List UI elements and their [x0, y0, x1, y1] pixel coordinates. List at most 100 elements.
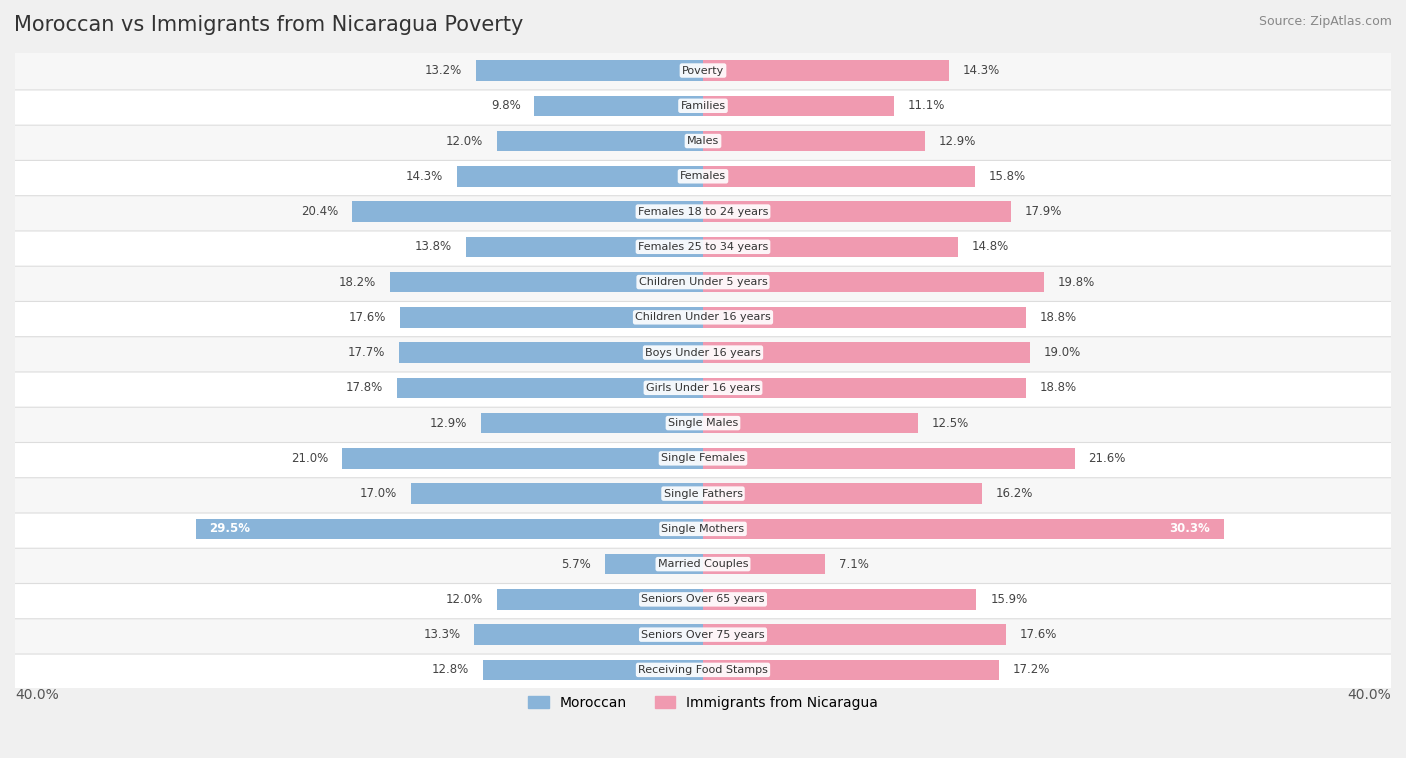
Bar [465, 236, 703, 257]
Bar [342, 448, 703, 468]
Text: 16.2%: 16.2% [995, 487, 1033, 500]
Bar [703, 625, 1005, 645]
Text: Single Females: Single Females [661, 453, 745, 463]
Bar [496, 589, 703, 609]
Text: 15.9%: 15.9% [990, 593, 1028, 606]
Bar [703, 518, 1225, 539]
Text: 19.8%: 19.8% [1057, 276, 1094, 289]
Text: Children Under 16 years: Children Under 16 years [636, 312, 770, 322]
Text: 29.5%: 29.5% [209, 522, 250, 535]
Bar [481, 413, 703, 434]
Text: 15.8%: 15.8% [988, 170, 1025, 183]
Text: Females: Females [681, 171, 725, 181]
Text: Source: ZipAtlas.com: Source: ZipAtlas.com [1258, 15, 1392, 28]
Bar [496, 131, 703, 152]
Text: Single Males: Single Males [668, 418, 738, 428]
Bar [703, 307, 1026, 327]
Bar [703, 166, 974, 186]
Bar [703, 61, 949, 81]
Text: 13.2%: 13.2% [425, 64, 463, 77]
Text: 12.0%: 12.0% [446, 134, 482, 148]
Bar [703, 236, 957, 257]
Bar [703, 377, 1026, 398]
Text: 12.9%: 12.9% [939, 134, 976, 148]
Text: 14.8%: 14.8% [972, 240, 1008, 253]
Text: Families: Families [681, 101, 725, 111]
Bar [703, 413, 918, 434]
Bar [605, 554, 703, 575]
FancyBboxPatch shape [0, 475, 1406, 513]
Text: Females 25 to 34 years: Females 25 to 34 years [638, 242, 768, 252]
Text: 12.5%: 12.5% [932, 417, 969, 430]
Text: 40.0%: 40.0% [1347, 688, 1391, 701]
Text: 18.8%: 18.8% [1040, 381, 1077, 394]
FancyBboxPatch shape [0, 157, 1406, 196]
FancyBboxPatch shape [0, 404, 1406, 443]
Text: 9.8%: 9.8% [491, 99, 520, 112]
Text: 14.3%: 14.3% [406, 170, 443, 183]
FancyBboxPatch shape [0, 334, 1406, 372]
FancyBboxPatch shape [0, 51, 1406, 90]
Text: Females 18 to 24 years: Females 18 to 24 years [638, 207, 768, 217]
Text: 11.1%: 11.1% [908, 99, 945, 112]
Text: 17.2%: 17.2% [1012, 663, 1050, 676]
Bar [703, 659, 998, 680]
Bar [703, 131, 925, 152]
Text: Boys Under 16 years: Boys Under 16 years [645, 348, 761, 358]
Text: 18.8%: 18.8% [1040, 311, 1077, 324]
Text: 17.7%: 17.7% [347, 346, 385, 359]
Bar [352, 202, 703, 222]
Text: 40.0%: 40.0% [15, 688, 59, 701]
FancyBboxPatch shape [0, 298, 1406, 337]
Legend: Moroccan, Immigrants from Nicaragua: Moroccan, Immigrants from Nicaragua [522, 691, 884, 716]
Text: 17.8%: 17.8% [346, 381, 382, 394]
FancyBboxPatch shape [0, 545, 1406, 584]
Bar [703, 589, 977, 609]
Bar [703, 272, 1043, 293]
Text: Seniors Over 75 years: Seniors Over 75 years [641, 630, 765, 640]
Text: 14.3%: 14.3% [963, 64, 1000, 77]
Text: 18.2%: 18.2% [339, 276, 377, 289]
Text: 17.6%: 17.6% [349, 311, 387, 324]
Bar [703, 343, 1029, 363]
FancyBboxPatch shape [0, 193, 1406, 231]
Text: 7.1%: 7.1% [839, 558, 869, 571]
FancyBboxPatch shape [0, 615, 1406, 654]
Text: 20.4%: 20.4% [301, 205, 339, 218]
Bar [389, 272, 703, 293]
Text: Married Couples: Married Couples [658, 559, 748, 569]
Text: Receiving Food Stamps: Receiving Food Stamps [638, 665, 768, 675]
Text: Single Mothers: Single Mothers [661, 524, 745, 534]
FancyBboxPatch shape [0, 509, 1406, 548]
Bar [703, 202, 1011, 222]
Bar [534, 96, 703, 116]
Text: 17.6%: 17.6% [1019, 628, 1057, 641]
Text: Single Fathers: Single Fathers [664, 489, 742, 499]
Bar [396, 377, 703, 398]
Text: 13.3%: 13.3% [423, 628, 461, 641]
Text: 30.3%: 30.3% [1170, 522, 1211, 535]
Text: 21.6%: 21.6% [1088, 452, 1126, 465]
Text: Seniors Over 65 years: Seniors Over 65 years [641, 594, 765, 604]
FancyBboxPatch shape [0, 227, 1406, 266]
Text: Males: Males [688, 136, 718, 146]
Text: 12.0%: 12.0% [446, 593, 482, 606]
FancyBboxPatch shape [0, 121, 1406, 161]
FancyBboxPatch shape [0, 650, 1406, 689]
Text: 12.8%: 12.8% [432, 663, 470, 676]
Bar [703, 96, 894, 116]
FancyBboxPatch shape [0, 580, 1406, 619]
Text: 13.8%: 13.8% [415, 240, 451, 253]
Bar [482, 659, 703, 680]
Text: 17.0%: 17.0% [360, 487, 396, 500]
Bar [474, 625, 703, 645]
Bar [398, 343, 703, 363]
Text: 17.9%: 17.9% [1025, 205, 1062, 218]
Text: Moroccan vs Immigrants from Nicaragua Poverty: Moroccan vs Immigrants from Nicaragua Po… [14, 15, 523, 35]
FancyBboxPatch shape [0, 263, 1406, 302]
Text: Poverty: Poverty [682, 65, 724, 76]
Bar [457, 166, 703, 186]
Text: 21.0%: 21.0% [291, 452, 328, 465]
Bar [411, 484, 703, 504]
Bar [477, 61, 703, 81]
